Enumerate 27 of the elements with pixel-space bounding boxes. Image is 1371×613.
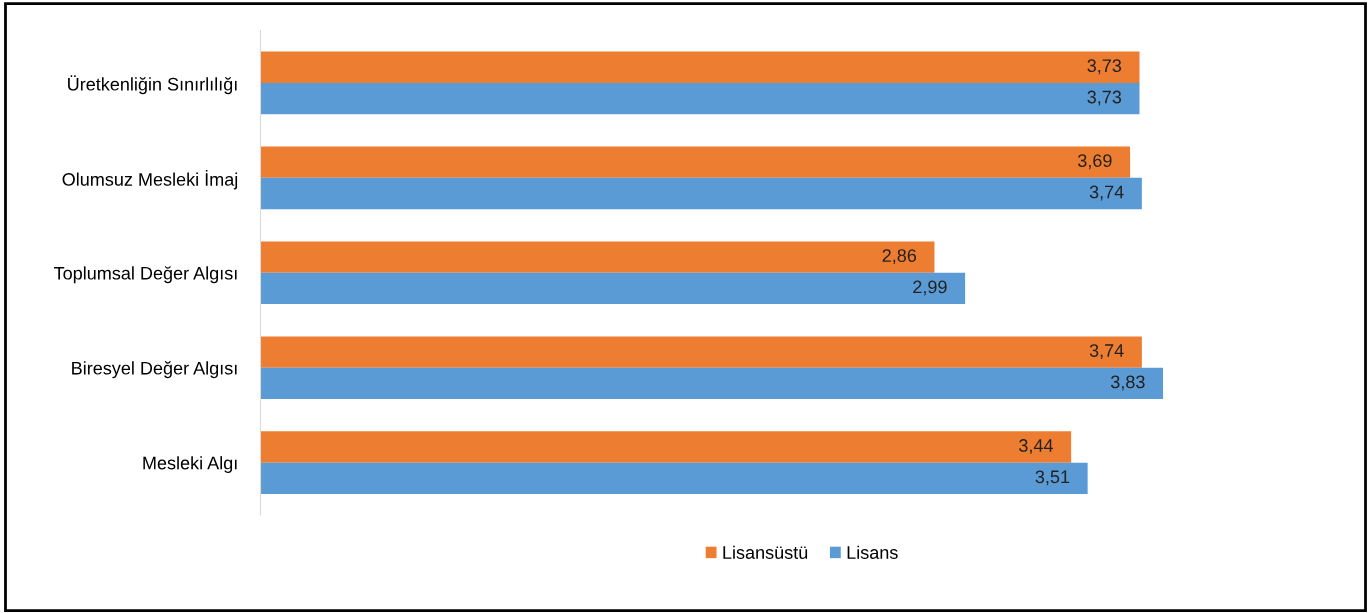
data-label: 3,73	[1087, 59, 1122, 75]
data-label: 2,86	[882, 249, 917, 265]
bar	[260, 51, 1140, 83]
bar	[260, 146, 1131, 178]
bar	[260, 367, 1164, 400]
data-label: 3,83	[1110, 375, 1145, 391]
data-label: 3,74	[1089, 185, 1124, 201]
legend-label: Lisansüstü	[723, 545, 808, 559]
data-label: 3,51	[1035, 470, 1070, 486]
legend-label: Lisans	[847, 545, 898, 559]
data-label: 2,99	[913, 280, 947, 296]
data-label: 3,73	[1087, 90, 1122, 106]
data-label: 3,44	[1019, 439, 1053, 455]
y-tick-label: Toplumsal Değer Algısı	[54, 266, 237, 284]
y-tick-label: Üretkenliğin Sınırlılığı	[68, 75, 237, 95]
y-tick-label: Mesleki Algı	[143, 456, 237, 473]
data-label: 3,69	[1077, 154, 1112, 170]
bar	[260, 82, 1140, 115]
bar	[260, 241, 935, 273]
bar	[260, 272, 966, 305]
bar	[260, 336, 1142, 368]
bar	[260, 431, 1072, 463]
data-label: 3,74	[1089, 344, 1124, 360]
bar	[260, 462, 1088, 495]
bar	[260, 177, 1142, 210]
y-tick-label: Olumsuz Mesleki İmaj	[62, 170, 238, 190]
y-tick-label: Biresyel Değer Algısı	[72, 361, 237, 379]
